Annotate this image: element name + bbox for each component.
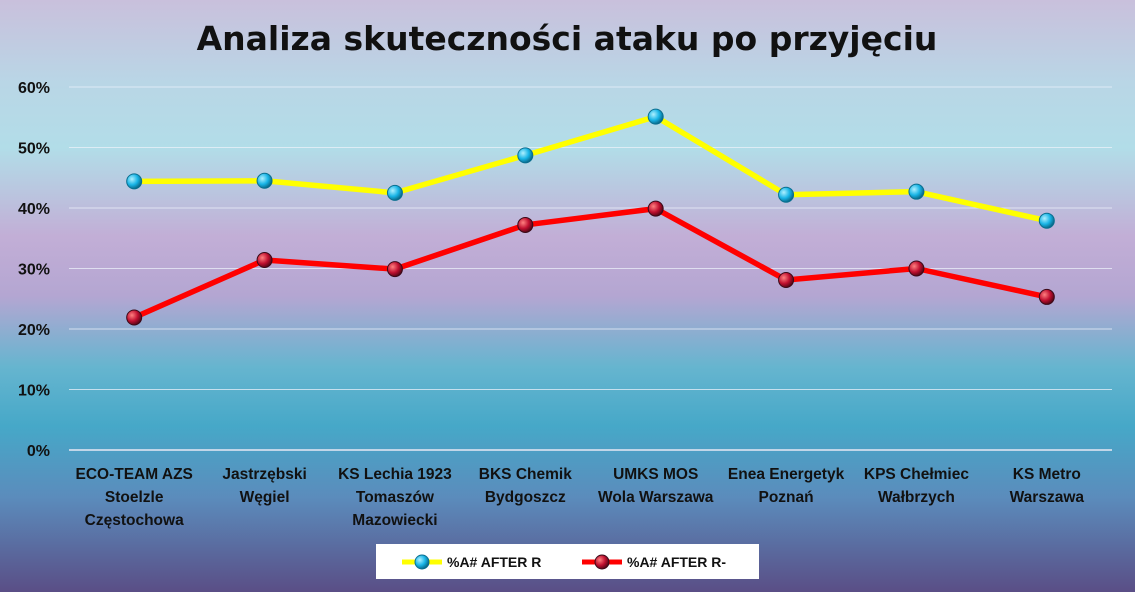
data-point	[386, 184, 403, 201]
data-point	[908, 183, 925, 200]
legend-marker	[414, 554, 430, 570]
series-line	[131, 113, 1050, 224]
data-point	[256, 172, 273, 189]
series-layer	[126, 108, 1055, 326]
y-tick-label: 50%	[18, 141, 50, 158]
series-line	[131, 205, 1050, 321]
data-point	[647, 200, 664, 217]
x-category-label: BKS Chemik Bydgoszcz	[479, 466, 572, 506]
data-point	[126, 173, 143, 190]
legend: %A# AFTER R %A# AFTER R-	[376, 544, 759, 579]
data-point	[1038, 212, 1055, 229]
y-axis-ticks: 0% 10% 20% 30% 40% 50% 60%	[18, 80, 50, 460]
x-category-label: KPS Chełmiec Wałbrzych	[864, 466, 969, 506]
data-point	[386, 261, 403, 278]
data-point	[1038, 288, 1055, 305]
data-point	[778, 271, 795, 288]
data-point	[908, 260, 925, 277]
legend-label: %A# AFTER R-	[627, 554, 726, 570]
legend-item: %A# AFTER R	[402, 554, 541, 570]
data-point	[126, 309, 143, 326]
legend-label: %A# AFTER R	[447, 554, 541, 570]
y-tick-label: 0%	[27, 443, 50, 460]
data-point	[778, 186, 795, 203]
gridlines	[69, 86, 1112, 451]
y-tick-label: 60%	[18, 80, 50, 97]
data-point	[256, 252, 273, 269]
chart-title: Analiza skuteczności ataku po przyjęciu	[197, 19, 938, 58]
x-category-label: ECO-TEAM AZS Stoelzle Częstochowa	[75, 466, 192, 529]
y-tick-label: 10%	[18, 383, 50, 400]
legend-item: %A# AFTER R-	[582, 554, 726, 570]
data-point	[517, 147, 534, 164]
y-tick-label: 40%	[18, 201, 50, 218]
y-tick-label: 20%	[18, 322, 50, 339]
x-category-label: UMKS MOS Wola Warszawa	[598, 466, 714, 506]
x-category-label: Enea Energetyk Poznań	[728, 466, 845, 506]
series-1	[126, 108, 1055, 229]
x-axis-categories: ECO-TEAM AZS Stoelzle Częstochowa Jastrzębs…	[75, 466, 1084, 529]
series-2	[126, 200, 1055, 326]
x-category-label: KS Metro Warszawa	[1010, 466, 1085, 506]
x-category-label: KS Lechia 1923 Tomaszów Mazowiecki	[338, 466, 452, 529]
x-category-label: Jastrzębski Węgiel	[222, 466, 306, 506]
data-point	[517, 216, 534, 233]
data-point	[647, 108, 664, 125]
y-tick-label: 30%	[18, 262, 50, 279]
legend-marker	[594, 554, 610, 570]
